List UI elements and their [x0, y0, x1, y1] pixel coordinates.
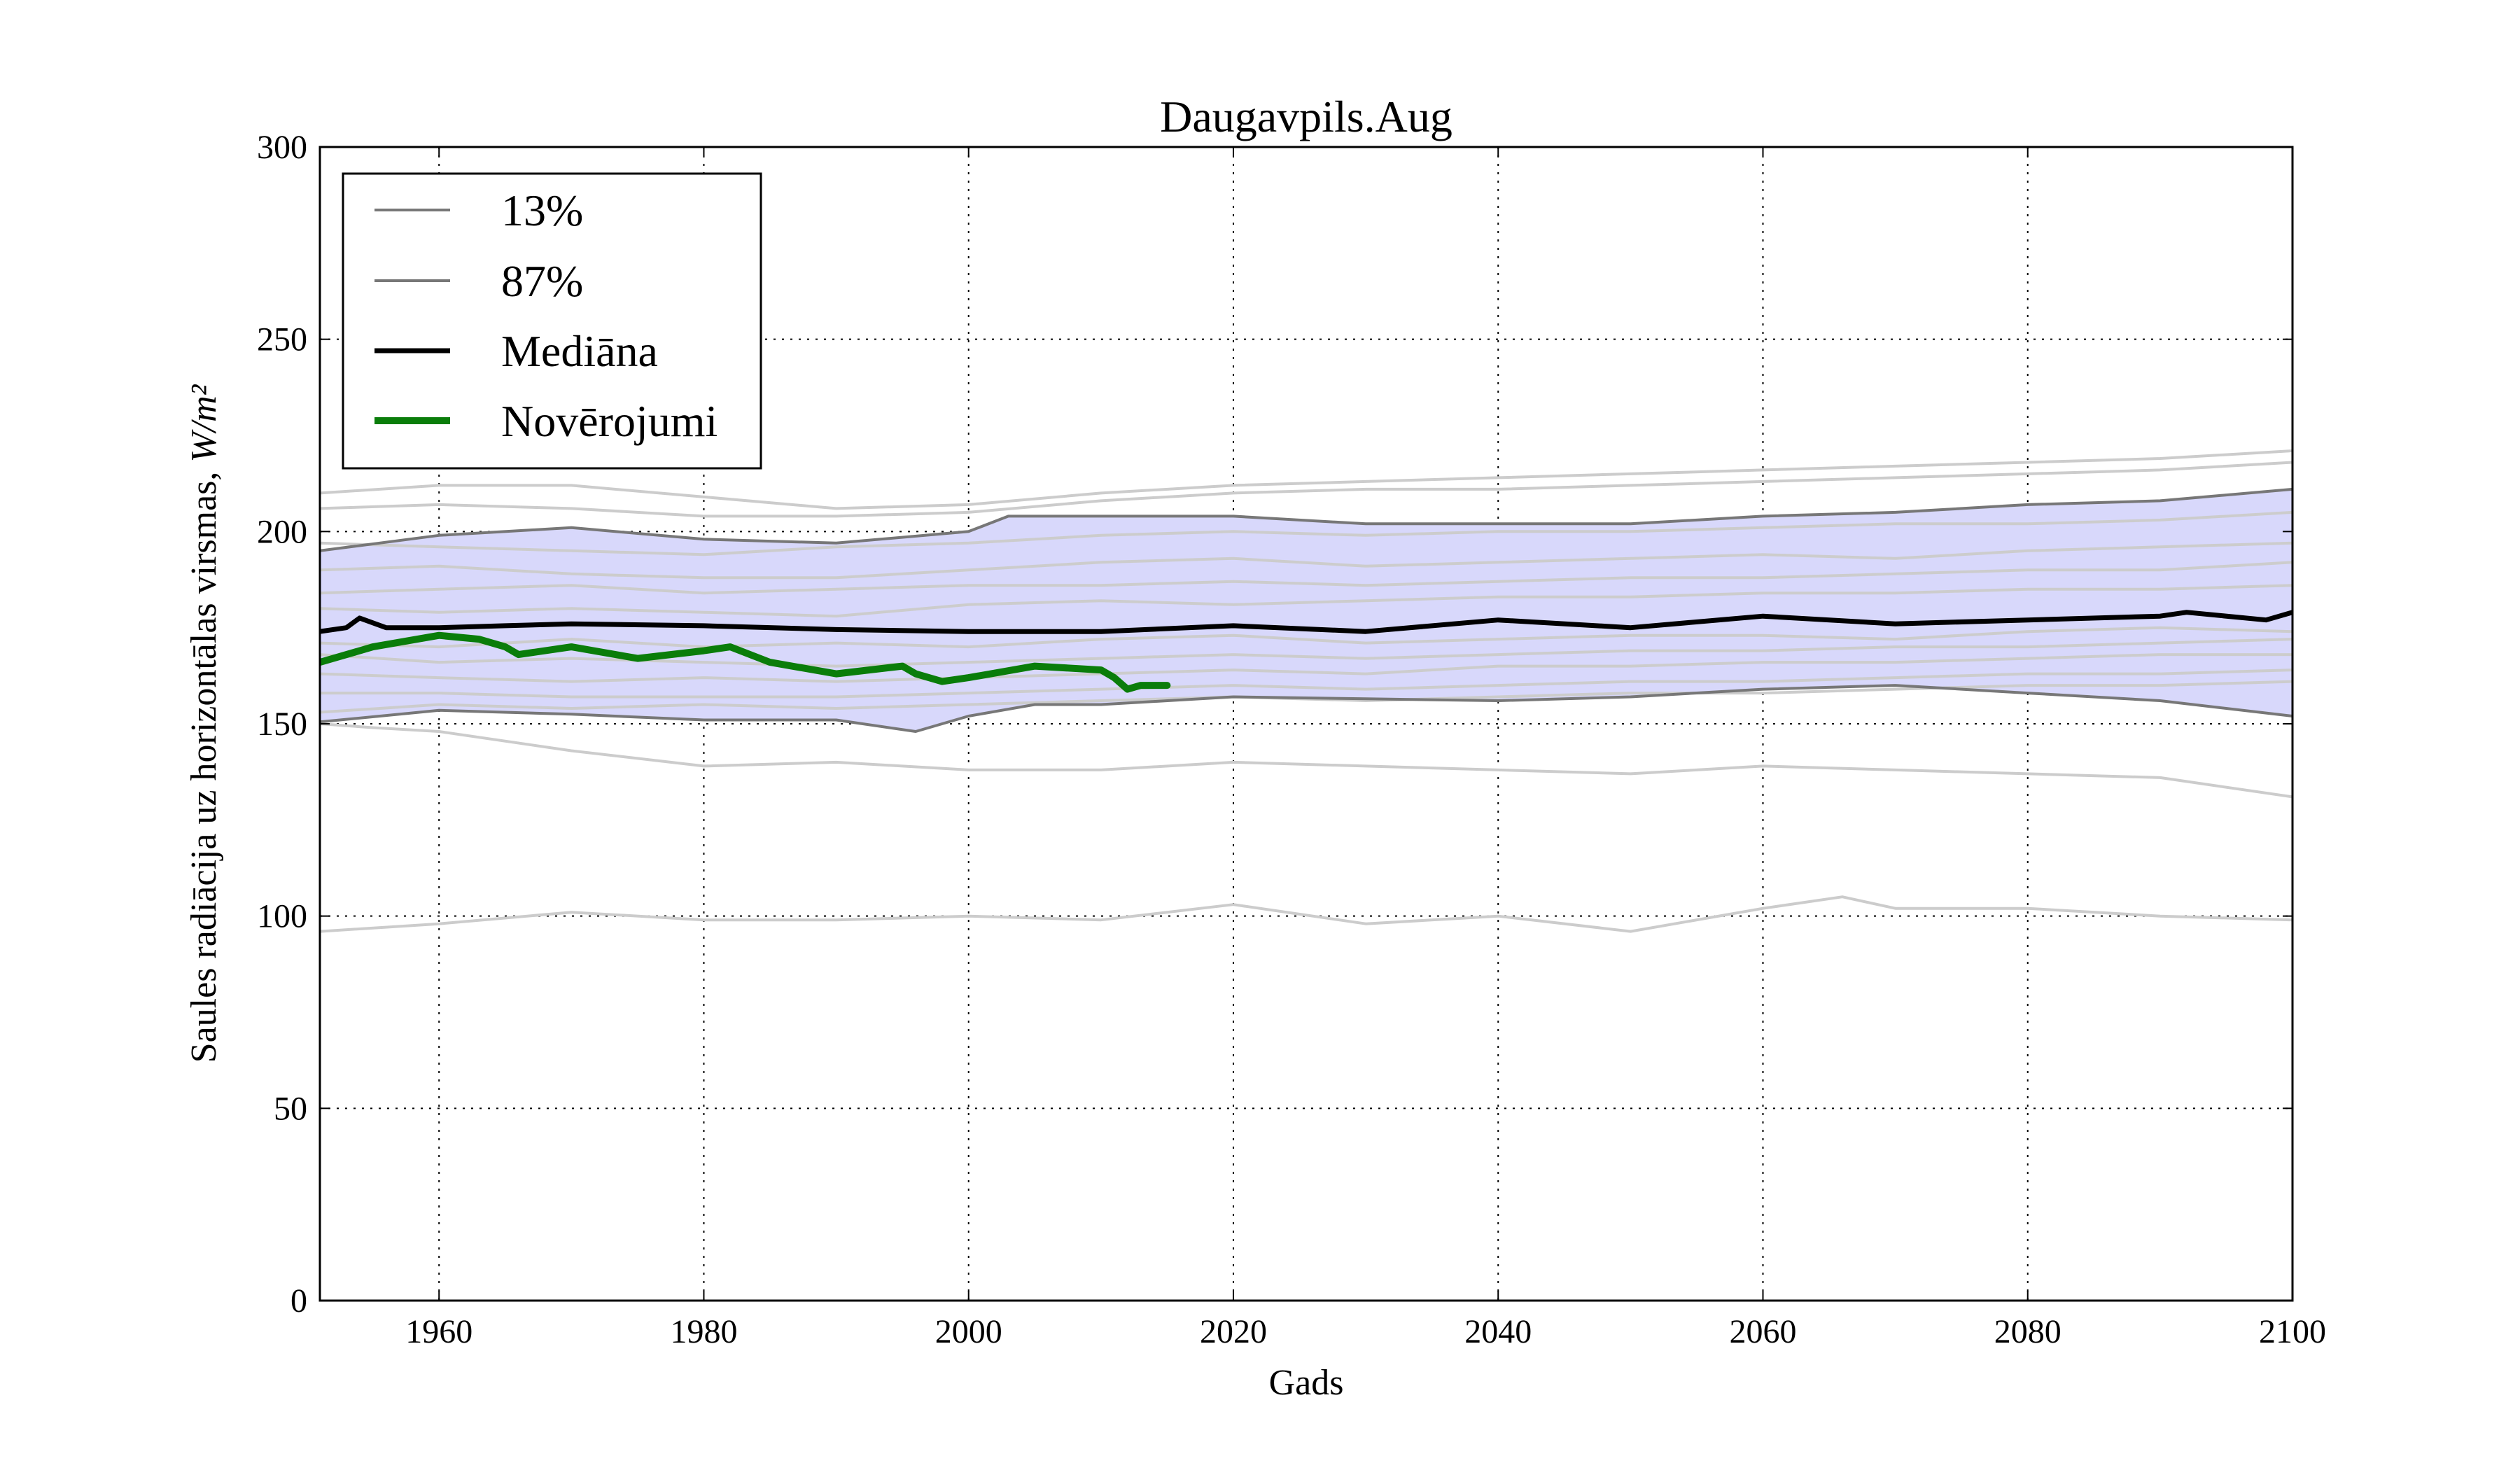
x-tick-label: 2100 — [2259, 1313, 2326, 1350]
x-tick-label: 1980 — [670, 1313, 737, 1350]
y-tick-label: 0 — [290, 1282, 307, 1320]
ensemble-member-line — [320, 449, 2292, 510]
y-axis-label-text: Saules radiācija uz horizontālas virsmas… — [184, 472, 224, 1063]
ensemble-member-line — [320, 722, 2292, 799]
y-tick-label: 150 — [257, 706, 307, 743]
legend-label: Novērojumi — [501, 396, 718, 446]
ensemble-member-line — [320, 541, 2292, 580]
x-tick-label: 2000 — [935, 1313, 1002, 1350]
y-axis-label-unit: W/m² — [184, 384, 224, 462]
y-axis-label: Saules radiācija uz horizontālas virsmas… — [184, 384, 224, 1063]
x-tick-label: 2080 — [1994, 1313, 2062, 1350]
y-tick-label: 100 — [257, 898, 307, 935]
x-tick-label: 1960 — [405, 1313, 472, 1350]
y-tick-label: 50 — [274, 1090, 307, 1127]
legend: 13% 87% Mediāna Novērojumi — [342, 172, 762, 470]
ensemble-member-line — [320, 510, 2292, 556]
y-tick-label: 250 — [257, 321, 307, 358]
ensemble-member-line — [320, 584, 2292, 618]
ticks-layer: 1960 1980 2000 2020 2040 2060 2080 2100 0 50 100 15… — [257, 129, 2326, 1350]
series-line-87pct — [320, 487, 2292, 552]
y-tick-label: 200 — [257, 513, 307, 550]
x-tick-label: 2040 — [1464, 1313, 1532, 1350]
chart-title: Daugavpils.Aug — [1160, 92, 1452, 141]
legend-label: 13% — [501, 186, 583, 235]
ensemble-member-line — [320, 561, 2292, 595]
x-axis-label: Gads — [1269, 1363, 1344, 1403]
ensemble-member-line — [320, 668, 2292, 699]
ensemble-member-line — [320, 461, 2292, 518]
y-tick-label: 300 — [257, 129, 307, 166]
series-line-median — [320, 610, 2292, 634]
series-line-observations — [320, 631, 1171, 693]
ensemble-member-line — [320, 626, 2292, 649]
ensemble-member-line — [320, 895, 2292, 933]
ensemble-member-line — [320, 653, 2292, 683]
legend-label: Mediāna — [501, 326, 658, 376]
x-tick-label: 2060 — [1729, 1313, 1796, 1350]
series-line-13pct — [320, 684, 2292, 733]
x-tick-label: 2020 — [1200, 1313, 1267, 1350]
legend-label: 87% — [501, 256, 583, 306]
series-layer — [320, 487, 2292, 733]
